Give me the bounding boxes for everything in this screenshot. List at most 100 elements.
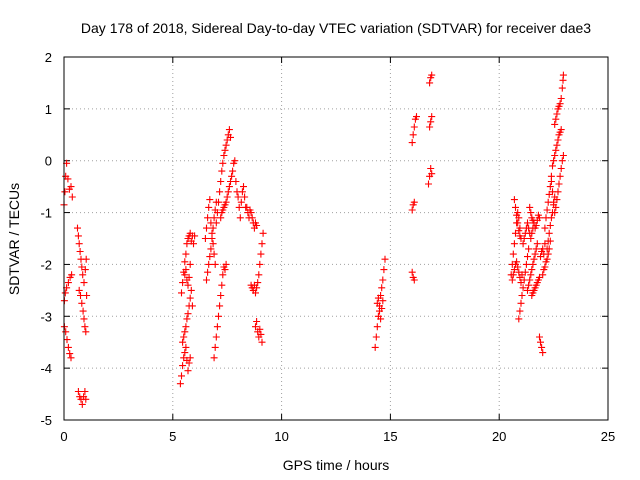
data-point xyxy=(380,266,388,274)
data-point xyxy=(541,224,549,232)
data-point xyxy=(179,338,187,346)
data-point xyxy=(240,183,247,191)
data-point xyxy=(237,198,245,206)
data-point xyxy=(181,271,189,279)
y-tick-label: 1 xyxy=(45,102,52,117)
data-point xyxy=(539,349,547,357)
data-point xyxy=(176,380,184,388)
data-point xyxy=(557,95,565,102)
data-point xyxy=(552,146,560,154)
data-point xyxy=(64,279,72,287)
data-point xyxy=(256,325,264,333)
data-point xyxy=(371,343,379,351)
data-point xyxy=(543,245,551,253)
data-point xyxy=(66,350,74,358)
data-point xyxy=(558,157,566,165)
data-point xyxy=(218,167,226,175)
plot-frame xyxy=(63,56,609,421)
data-point xyxy=(536,214,543,222)
data-point xyxy=(248,214,256,222)
data-point xyxy=(179,279,187,287)
data-point xyxy=(527,209,535,217)
data-point xyxy=(203,276,210,284)
data-point xyxy=(531,250,539,258)
data-point xyxy=(220,152,228,159)
data-point xyxy=(212,333,220,341)
y-tick-label: -1 xyxy=(40,206,52,221)
data-point xyxy=(524,219,531,227)
data-point xyxy=(547,214,555,222)
data-point xyxy=(378,305,386,312)
data-point xyxy=(547,172,555,180)
data-point xyxy=(514,219,522,227)
data-point xyxy=(381,255,389,263)
data-point xyxy=(218,281,226,289)
data-point xyxy=(426,123,434,131)
data-point xyxy=(508,276,516,284)
data-point xyxy=(525,245,533,253)
data-point xyxy=(521,268,529,276)
data-point xyxy=(520,235,528,242)
data-point xyxy=(80,315,88,323)
data-point xyxy=(525,281,533,289)
data-points xyxy=(60,71,567,408)
data-point xyxy=(559,71,567,79)
data-point xyxy=(209,240,217,248)
data-point xyxy=(558,84,566,92)
data-point xyxy=(182,250,190,258)
data-point xyxy=(80,279,88,287)
data-point xyxy=(82,395,90,403)
data-point xyxy=(408,206,416,214)
data-point xyxy=(227,133,234,141)
data-point xyxy=(544,250,552,258)
data-point xyxy=(74,232,82,240)
data-point xyxy=(205,260,213,268)
data-point xyxy=(510,196,518,204)
data-point xyxy=(410,276,418,284)
data-point xyxy=(379,276,387,284)
data-point xyxy=(215,198,222,206)
data-point xyxy=(533,240,541,248)
y-tick-label: -3 xyxy=(40,309,52,324)
data-point xyxy=(247,209,255,217)
data-point xyxy=(257,330,265,338)
data-point xyxy=(257,250,265,258)
data-point xyxy=(522,260,530,268)
data-point xyxy=(184,310,192,318)
data-point xyxy=(225,183,233,191)
data-point xyxy=(258,240,266,248)
data-point xyxy=(64,175,72,183)
data-point xyxy=(552,115,560,123)
data-point xyxy=(61,188,69,196)
data-point xyxy=(372,333,380,341)
data-point xyxy=(513,211,521,219)
data-point xyxy=(184,281,192,289)
x-tick-label: 20 xyxy=(492,429,506,444)
data-point xyxy=(543,255,551,263)
x-tick-label: 5 xyxy=(169,429,176,444)
data-point xyxy=(178,372,185,380)
data-point xyxy=(517,299,525,307)
data-point xyxy=(215,312,222,320)
data-point xyxy=(526,276,534,284)
data-point xyxy=(81,266,89,274)
data-point xyxy=(221,146,229,154)
data-point xyxy=(550,157,558,165)
data-point xyxy=(208,229,216,237)
data-point xyxy=(408,139,416,147)
data-point xyxy=(516,307,524,315)
data-point xyxy=(185,273,193,281)
data-point xyxy=(518,292,526,299)
data-point xyxy=(427,165,435,172)
data-point xyxy=(82,255,90,263)
y-tick-label: 0 xyxy=(45,154,52,169)
data-point xyxy=(253,318,261,325)
data-point xyxy=(258,338,266,346)
data-point xyxy=(209,224,217,232)
data-point xyxy=(216,188,224,196)
grid-lines xyxy=(64,57,608,420)
data-point xyxy=(551,120,559,128)
data-point xyxy=(528,229,536,237)
data-point xyxy=(228,172,236,180)
x-tick-label: 10 xyxy=(274,429,288,444)
